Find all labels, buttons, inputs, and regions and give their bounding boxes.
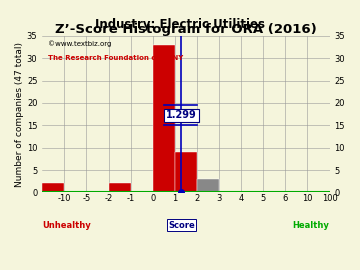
Bar <box>153 45 175 193</box>
Text: Score: Score <box>168 221 195 229</box>
Text: Healthy: Healthy <box>293 221 329 229</box>
Text: ©www.textbiz.org: ©www.textbiz.org <box>48 40 111 47</box>
Text: 1.299: 1.299 <box>166 110 197 120</box>
Bar <box>109 183 131 193</box>
Y-axis label: Number of companies (47 total): Number of companies (47 total) <box>15 42 24 187</box>
Text: Unhealthy: Unhealthy <box>42 221 91 229</box>
Text: The Research Foundation of SUNY: The Research Foundation of SUNY <box>48 55 183 62</box>
Bar <box>175 152 197 193</box>
Text: Industry: Electric Utilities: Industry: Electric Utilities <box>95 18 265 31</box>
Bar <box>42 183 64 193</box>
Title: Z’-Score Histogram for ORA (2016): Z’-Score Histogram for ORA (2016) <box>55 23 317 36</box>
Bar <box>197 179 219 193</box>
